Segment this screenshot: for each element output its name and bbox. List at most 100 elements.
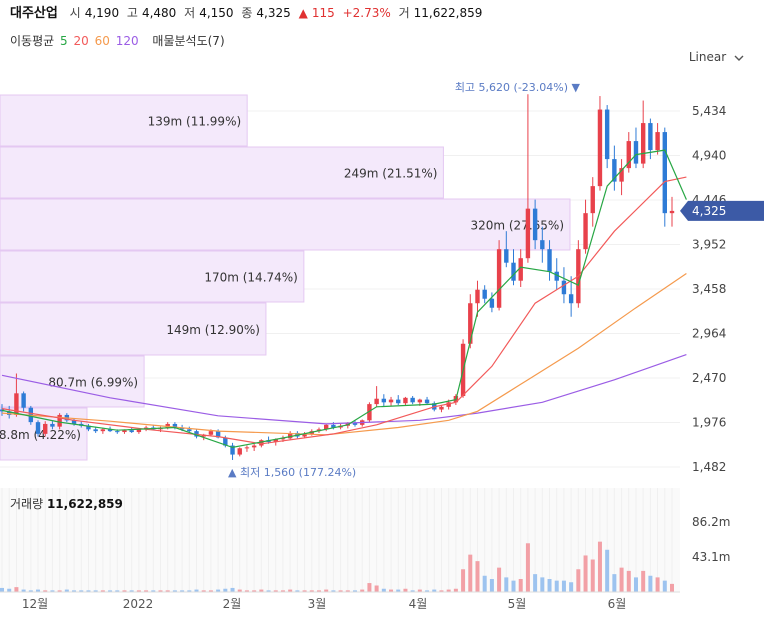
candle [244, 447, 250, 449]
volume-bar [468, 554, 473, 592]
volume-bar [626, 570, 631, 592]
candle [489, 298, 495, 308]
volume-tick-label: 43.1m [692, 550, 730, 564]
x-tick-label: 2월 [223, 597, 242, 611]
volume-profile-label: 149m (12.90%) [166, 323, 260, 337]
volume-bar [475, 561, 480, 592]
volume-bar [482, 575, 487, 592]
high-value: 4,480 [141, 6, 177, 20]
volume-bar [389, 589, 394, 592]
ma-20[interactable]: 20 [73, 34, 89, 48]
volume-bar [439, 590, 444, 592]
volume-bar [302, 590, 307, 592]
volume-bar [655, 577, 660, 592]
volume-tick-label: 86.2m [692, 515, 730, 529]
y-tick-label: 3,952 [692, 238, 726, 252]
volume-bar [115, 590, 120, 592]
candle [511, 262, 516, 281]
candle [71, 420, 77, 424]
current-price-label: 4,325 [692, 204, 726, 218]
volume-bar [410, 590, 415, 592]
candle [482, 289, 487, 299]
candle [590, 186, 595, 214]
candle [619, 168, 624, 182]
volume-bar [331, 590, 336, 592]
candle [323, 424, 329, 430]
volume-bar [633, 577, 638, 592]
scale-selector[interactable]: Linear [689, 50, 744, 64]
ma-60[interactable]: 60 [94, 34, 110, 48]
candle [626, 141, 631, 169]
candle [561, 280, 567, 295]
candle [50, 423, 55, 427]
candle [410, 397, 415, 403]
volume-bar [129, 590, 134, 592]
volume-bar [158, 590, 163, 592]
candle [475, 289, 480, 304]
volume-bar [353, 590, 358, 592]
volume-bar [511, 580, 516, 592]
volume-bar [381, 588, 386, 592]
ma-120[interactable]: 120 [115, 34, 139, 48]
volume-bar [432, 589, 437, 592]
ma120-line [1, 354, 687, 425]
volume-profile-bar [0, 146, 444, 199]
volume-profile-bar [0, 94, 248, 147]
volume-bar [648, 575, 653, 592]
volume-bar [547, 579, 552, 592]
candle [540, 240, 545, 250]
volume-bar [309, 590, 314, 592]
y-tick-label: 5,434 [692, 104, 726, 118]
volume-bar [417, 589, 422, 592]
candle [86, 425, 91, 430]
volume-bar [288, 589, 293, 592]
candle [179, 427, 185, 430]
volume-profile-toggle[interactable]: 매물분석도(7) [152, 34, 225, 48]
candle [417, 399, 423, 403]
volume-bar [273, 590, 278, 592]
volume-bar [619, 567, 624, 592]
volume-bar [237, 589, 242, 592]
change-value: 115 [311, 6, 335, 20]
volume-bar [21, 589, 26, 592]
volume-bar [108, 590, 113, 592]
max-price-marker: 최고 5,620 (-23.04%) ▼ [455, 81, 581, 94]
candle [554, 271, 559, 281]
volume-bar [612, 574, 617, 592]
current-price-tag [680, 200, 764, 221]
candle [662, 132, 667, 214]
volume-title-label: 거래량 [10, 497, 44, 511]
moving-average-legend[interactable]: 이동평균 5 20 60 120 매물분석도(7) [10, 32, 227, 49]
y-tick-label: 3,458 [692, 282, 726, 296]
candle [259, 440, 264, 446]
volume-bar [590, 559, 595, 592]
y-tick-label: 4,940 [692, 149, 726, 163]
volume-bar [295, 590, 300, 592]
x-tick-label: 6월 [608, 597, 627, 611]
ma-5[interactable]: 5 [60, 34, 68, 48]
volume-profile-label: 320m (27.65%) [470, 219, 564, 233]
volume-bar [497, 567, 502, 592]
candle [396, 399, 401, 404]
volume-bar [583, 555, 588, 592]
candle [352, 423, 358, 425]
stock-name: 대주산업 [10, 6, 58, 21]
candle [93, 429, 98, 432]
candle [547, 249, 552, 272]
candle [633, 141, 639, 164]
volume-bar [540, 577, 545, 592]
candle [504, 249, 509, 263]
volume-bar [208, 590, 213, 592]
volume-bar [345, 590, 350, 592]
volume-profile-label: 249m (21.51%) [344, 167, 438, 181]
candle [496, 249, 502, 308]
y-tick-label: 1,482 [692, 460, 726, 474]
scale-label: Linear [688, 50, 727, 64]
volume-bar [230, 587, 235, 592]
candle [223, 437, 228, 446]
volume-bar [144, 590, 149, 592]
close-value: 4,325 [256, 6, 291, 20]
candle [165, 423, 170, 428]
volume-bar [64, 589, 69, 592]
